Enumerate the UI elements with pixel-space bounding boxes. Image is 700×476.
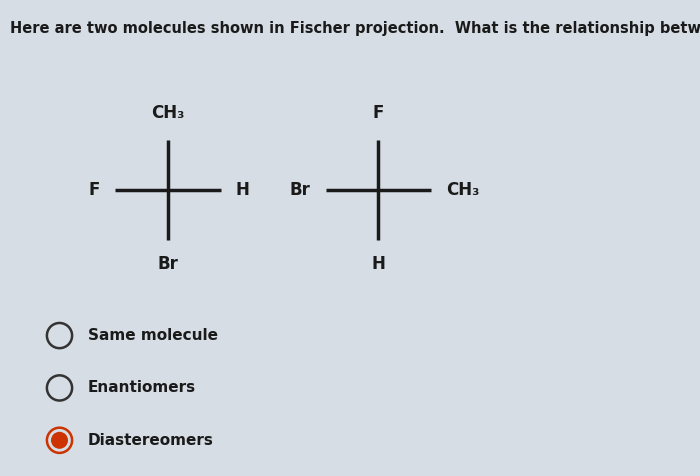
Text: Here are two molecules shown in Fischer projection.  What is the relationship be: Here are two molecules shown in Fischer … bbox=[10, 21, 700, 37]
Text: CH₃: CH₃ bbox=[151, 104, 185, 122]
Text: Br: Br bbox=[289, 181, 310, 199]
Text: CH₃: CH₃ bbox=[446, 181, 480, 199]
Text: H: H bbox=[236, 181, 250, 199]
Ellipse shape bbox=[51, 432, 68, 449]
Text: H: H bbox=[371, 255, 385, 273]
Text: Diastereomers: Diastereomers bbox=[88, 433, 214, 448]
Text: F: F bbox=[372, 104, 384, 122]
Text: F: F bbox=[89, 181, 100, 199]
Text: Br: Br bbox=[158, 255, 178, 273]
Text: Same molecule: Same molecule bbox=[88, 328, 218, 343]
Text: Enantiomers: Enantiomers bbox=[88, 380, 195, 396]
